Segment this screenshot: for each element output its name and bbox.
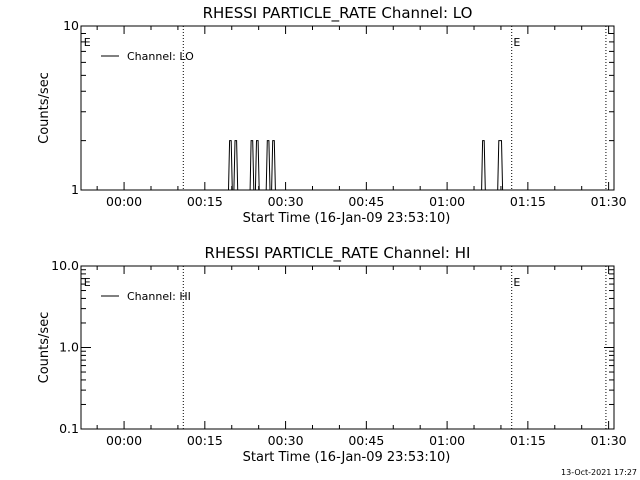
x-tick-label: 01:00 bbox=[429, 433, 465, 448]
footer-timestamp: 13-Oct-2021 17:27 bbox=[561, 468, 637, 477]
event-mark: E bbox=[84, 36, 91, 49]
panel-lo: RHESSI PARTICLE_RATE Channel: LO 00:00 00:… bbox=[37, 4, 627, 226]
chart-title: RHESSI PARTICLE_RATE Channel: LO bbox=[203, 4, 473, 23]
chart-title: RHESSI PARTICLE_RATE Channel: HI bbox=[205, 244, 471, 263]
y-axis-label: Counts/sec bbox=[37, 72, 52, 144]
legend-entry: Channel: LO bbox=[127, 50, 194, 63]
event-mark: E bbox=[513, 276, 520, 289]
event-mark: E bbox=[513, 36, 520, 49]
y-axis-label: Counts/sec bbox=[37, 312, 52, 384]
y-tick-label: 1 bbox=[71, 182, 79, 197]
x-tick-label: 01:15 bbox=[510, 194, 546, 209]
panel-hi: RHESSI PARTICLE_RATE Channel: HI 00:00 00:… bbox=[37, 244, 627, 465]
x-tick-label: 00:30 bbox=[268, 194, 304, 209]
x-tick-label: 01:30 bbox=[591, 194, 627, 209]
x-tick-label: 00:00 bbox=[106, 194, 142, 209]
x-axis-label: Start Time (16-Jan-09 23:53:10) bbox=[243, 450, 451, 465]
x-tick-label: 01:15 bbox=[510, 433, 546, 448]
x-tick-label: 00:30 bbox=[268, 433, 304, 448]
x-tick-label: 00:45 bbox=[348, 194, 384, 209]
x-tick-label: 01:00 bbox=[429, 194, 465, 209]
series-line bbox=[81, 140, 614, 191]
y-tick-label: 1.0 bbox=[59, 340, 79, 355]
event-mark: E bbox=[84, 276, 91, 289]
legend-entry: Channel: HI bbox=[127, 290, 191, 303]
x-tick-label: 00:15 bbox=[187, 194, 223, 209]
x-tick-label: 00:15 bbox=[187, 433, 223, 448]
y-tick-label: 10.0 bbox=[51, 258, 79, 273]
x-tick-label: 00:00 bbox=[106, 433, 142, 448]
x-tick-label: 01:30 bbox=[591, 433, 627, 448]
x-tick-label: 00:45 bbox=[348, 433, 384, 448]
y-tick-label: 0.1 bbox=[59, 421, 79, 436]
y-tick-label: 10 bbox=[63, 18, 79, 33]
x-axis-label: Start Time (16-Jan-09 23:53:10) bbox=[243, 211, 451, 226]
